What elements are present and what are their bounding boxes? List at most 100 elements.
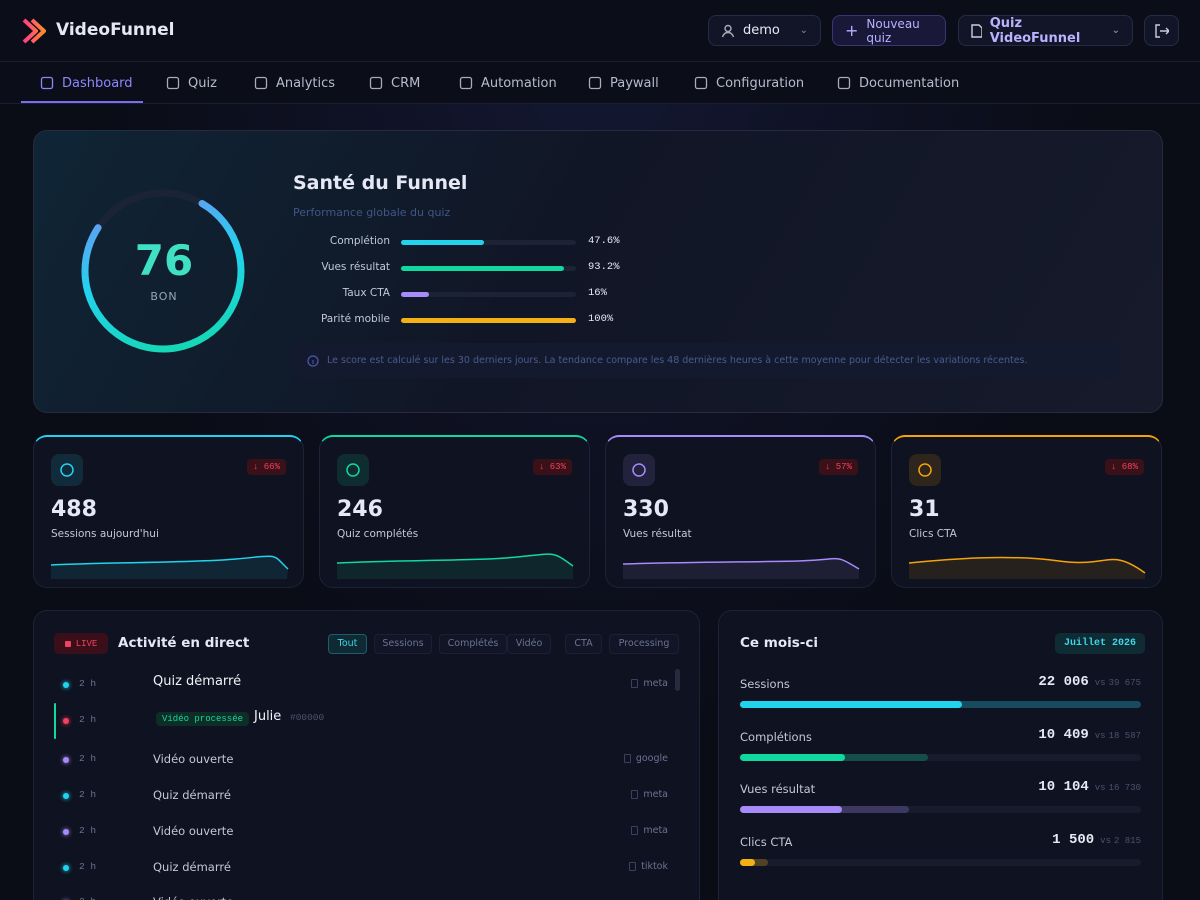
month-label: Clics CTA — [740, 834, 793, 849]
icon-shape — [588, 76, 602, 90]
month-label: Complétions — [740, 729, 812, 744]
icon-shape — [369, 76, 383, 90]
event-text: Julie — [254, 709, 282, 724]
health-card: 76 BON Santé du Funnel Performance globa… — [33, 130, 1163, 413]
event-source: google — [623, 753, 668, 764]
nav-icon — [40, 76, 54, 90]
metric-value: 100% — [588, 313, 614, 325]
event-time: 2 h — [79, 714, 97, 725]
note-text: Le score est calculé sur les 30 derniers… — [327, 355, 1028, 366]
icon-shape — [918, 463, 932, 477]
new-quiz-label: Nouveau quiz — [866, 16, 920, 45]
nav-icon — [588, 76, 602, 90]
nav-item[interactable]: Paywall — [588, 62, 659, 104]
nav-icon — [369, 76, 383, 90]
source-name: meta — [643, 678, 668, 689]
month-track — [740, 858, 1141, 866]
vs-label: vs — [1094, 783, 1106, 793]
current-bar — [740, 806, 843, 813]
current-bar — [740, 701, 963, 708]
kpi-card: ↓ 57% 330 Vues résultat — [605, 435, 876, 588]
source-icon — [631, 679, 639, 688]
nav-label: Dashboard — [62, 75, 133, 91]
nav-label: Automation — [481, 75, 557, 91]
icon-shape — [254, 76, 268, 90]
filter-chip[interactable]: Vidéo — [507, 634, 551, 654]
kpi-value: 488 — [51, 497, 97, 522]
activity-row[interactable]: 2 h Quiz démarré meta — [54, 782, 674, 812]
live-badge: LIVE — [54, 633, 108, 654]
month-value: 22 006 — [1038, 674, 1089, 690]
month-title: Ce mois-ci — [740, 635, 819, 651]
chevron: ⌄ — [799, 25, 808, 36]
nav-icon — [254, 76, 268, 90]
user-menu[interactable]: demo ⌄ — [708, 15, 821, 46]
month-value: 1 500 — [1052, 831, 1095, 848]
kpi-change: ↓ 63% — [532, 459, 572, 475]
icon-shape — [837, 76, 851, 90]
icon-shape — [694, 76, 708, 90]
nav-item[interactable]: CRM — [369, 62, 420, 104]
month-values: 10 409 vs 18 587 — [1038, 727, 1141, 743]
event-source: meta — [631, 789, 668, 800]
nav-item[interactable]: Dashboard — [40, 62, 133, 104]
metric-label: Vues résultat — [321, 261, 390, 273]
kpi-change: ↓ 57% — [818, 459, 858, 475]
event-code: #00000 — [290, 712, 325, 723]
nav-item[interactable]: Quiz — [166, 62, 217, 104]
period-badge: Juillet 2026 — [1055, 633, 1146, 654]
quiz-select[interactable]: Quiz VideoFunnel ⌄ — [958, 15, 1133, 46]
chevron: ⌄ — [1111, 25, 1120, 36]
score-arc — [81, 189, 245, 353]
kpi-label: Sessions aujourd'hui — [51, 528, 159, 540]
live-dot — [64, 640, 71, 647]
filter-chip[interactable]: CTA — [565, 634, 602, 654]
kpi-label: Vues résultat — [623, 528, 692, 540]
filter-chip[interactable]: Processing — [609, 634, 679, 654]
sparkline — [336, 553, 574, 579]
nav-label: Documentation — [859, 75, 960, 91]
month-value: 10 409 — [1038, 726, 1089, 743]
nav-item[interactable]: Analytics — [254, 62, 335, 104]
activity-row[interactable]: 2 h Quiz démarré tiktok — [54, 854, 674, 884]
activity-row[interactable]: 2 h Quiz démarré meta — [54, 671, 674, 701]
filter-chip[interactable]: Sessions — [374, 634, 432, 654]
current-bar — [740, 753, 846, 761]
new-quiz-button[interactable]: + Nouveau quiz — [832, 15, 946, 46]
kpi-icon-box — [909, 454, 941, 486]
info-icon — [307, 354, 319, 367]
metric-track — [401, 240, 576, 245]
activity-row[interactable]: 2 h Vidéo ouverte — [54, 889, 674, 900]
nav-icon — [694, 76, 708, 90]
status-dot — [63, 682, 69, 688]
highlight-bar — [54, 703, 56, 739]
score: 76 — [134, 236, 194, 285]
filter-chip[interactable]: Tout — [328, 634, 367, 654]
event-time: 2 h — [79, 789, 97, 800]
logout-button[interactable] — [1144, 15, 1179, 46]
kpi-icon-box — [51, 454, 83, 486]
kpi-change: ↓ 68% — [1104, 459, 1144, 475]
nav-item[interactable]: Automation — [459, 62, 557, 104]
status-dot — [63, 718, 69, 724]
current-bar — [740, 858, 756, 866]
kpi-card: ↓ 63% 246 Quiz complétés — [319, 435, 590, 588]
event-badge: Vidéo processée — [156, 712, 250, 726]
nav-item[interactable]: Documentation — [837, 62, 959, 104]
nav-bar: Dashboard Quiz Analytics CRM Automation Paywa… — [0, 62, 1200, 104]
month-label: Sessions — [740, 677, 790, 691]
month-value: 10 104 — [1038, 779, 1089, 795]
status-dot — [63, 793, 69, 799]
filter-chip[interactable]: Complétés — [439, 634, 507, 654]
health-title: Santé du Funnel — [293, 172, 468, 194]
logout-icon — [1155, 23, 1169, 38]
nav-active-underline — [21, 101, 143, 103]
nav-item[interactable]: Configuration — [694, 62, 804, 104]
activity-row[interactable]: 2 h Vidéo ouverte google — [54, 746, 674, 776]
metric-value: 47.6% — [588, 235, 620, 247]
activity-row[interactable]: 2 h Vidéo processée Julie #00000 — [54, 703, 674, 739]
activity-row[interactable]: 2 h Vidéo ouverte meta — [54, 818, 674, 848]
event-text: Vidéo ouverte — [153, 824, 234, 838]
kpi-card: ↓ 66% 488 Sessions aujourd'hui — [33, 435, 304, 588]
event-time: 2 h — [79, 678, 97, 689]
